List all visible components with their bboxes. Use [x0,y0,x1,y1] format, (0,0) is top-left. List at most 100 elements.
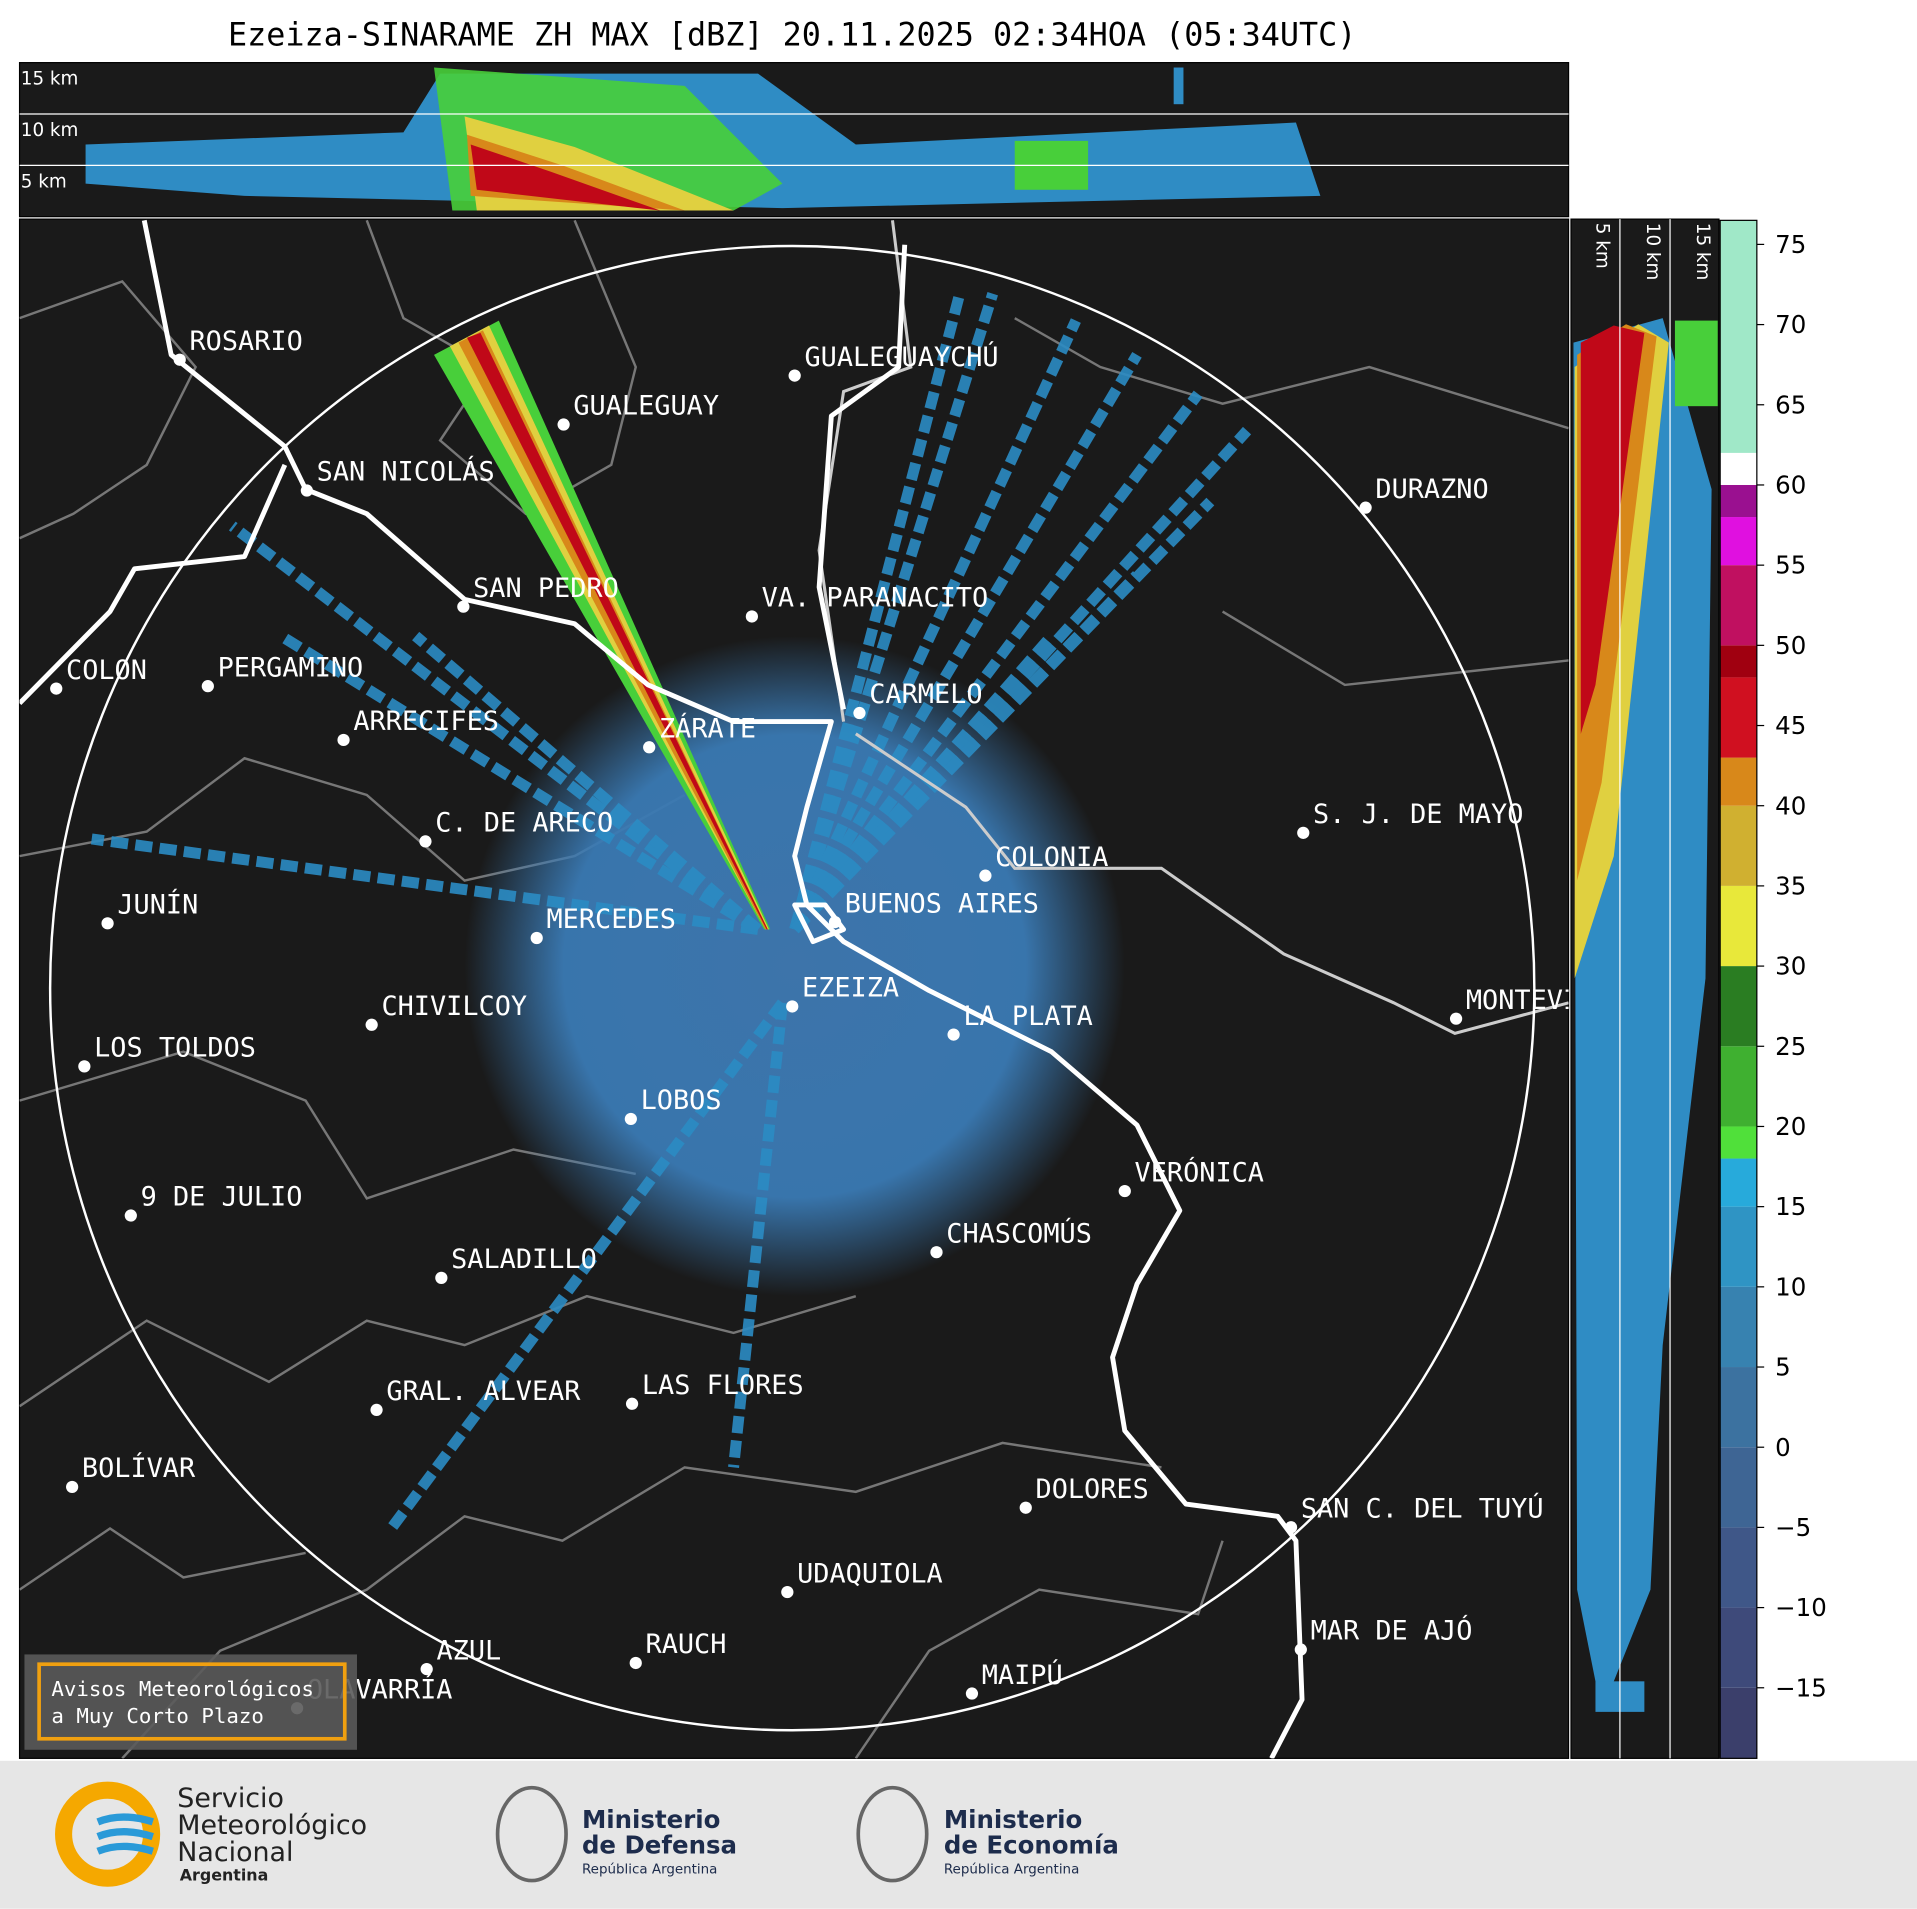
city-label: MERCEDES [546,904,675,935]
city-label: PERGAMINO [218,652,364,683]
colorbar-tick-label: 70 [1775,310,1806,339]
footer-bg [0,1760,1917,1909]
height-label: 10 km [21,120,79,141]
city-label: C. DE ARECO [435,808,613,839]
colorbar-tick-label: 50 [1775,631,1806,660]
colorbar-segment [1720,1286,1757,1368]
city-dot [50,682,63,695]
logo-text: República Argentina [944,1861,1079,1877]
colorbar-frame [1719,219,1758,1759]
range-ring [48,244,1536,1732]
city-dot [965,1687,979,1700]
colorbar-segment [1720,757,1757,806]
warning-text: Avisos Meteorológicos [51,1677,314,1701]
rivers [817,220,1569,1035]
logo-text: República Argentina [582,1861,717,1877]
colorbar-segment [1720,1607,1757,1688]
colorbar-segment [1720,517,1757,566]
logo-text: Servicio [177,1783,284,1814]
colorbar-segment [1720,966,1757,1047]
city-label: VERÓNICA [1135,1156,1264,1188]
city-dot [781,1585,794,1599]
colorbar-segment [1720,645,1757,678]
colorbar-segment [1720,565,1757,646]
radar-echoes [90,292,1252,1532]
colorbar-segment [1720,805,1757,886]
city-dot [124,1209,137,1222]
colorbar-tick-label: 30 [1775,952,1806,981]
city-dot [1118,1184,1131,1198]
city-dot [745,610,758,623]
colorbar-tick-label: 10 [1775,1272,1806,1301]
city-label: LAS FLORES [642,1370,804,1401]
city-dot [643,741,656,754]
height-label: 10 km [1642,223,1663,281]
city-dot [66,1480,79,1494]
height-label: 5 km [21,171,67,192]
colorbar-segment [1720,1046,1757,1127]
logo-text: Ministerio [944,1805,1083,1834]
colorbar-segment [1720,1158,1757,1207]
colorbar-tick-label: 45 [1775,711,1806,740]
logo-text: Argentina [180,1866,269,1885]
city-dot [101,917,114,930]
colorbar-segment [1720,1527,1757,1608]
logo-text: Nacional [177,1837,293,1868]
height-label: 15 km [21,69,79,90]
city-label: MAR DE AJÓ [1311,1615,1473,1647]
city-dot [1019,1501,1032,1514]
city-label: DOLORES [1036,1474,1149,1505]
colorbar-tick-label: 35 [1775,871,1806,900]
city-dot [365,1018,378,1031]
city-label: ARRECIFES [353,706,499,737]
city-dot [930,1246,943,1259]
city-dot [457,600,470,613]
city-label: ZÁRATE [659,712,756,744]
city-dot [625,1397,639,1410]
colorbar-tick-label: 5 [1775,1353,1791,1382]
city-dot [1297,826,1310,839]
colorbar-tick-label: −5 [1775,1513,1811,1542]
city-dot [435,1271,448,1284]
colorbar-tick-label: 15 [1775,1192,1806,1221]
city-label: CHIVILCOY [381,991,527,1022]
logo-smn: Servicio Meteorológico Nacional Argentin… [55,1781,367,1887]
city-label: SAN PEDRO [473,573,619,604]
city-dot [1294,1643,1307,1656]
city-dot [337,733,350,747]
logo-economia: Ministerio de Economía República Argenti… [856,1785,1119,1883]
city-label: 9 DE JULIO [141,1182,303,1213]
city-label: VA. PARANACITO [762,583,989,614]
city-dot [947,1028,960,1041]
city-dot [419,835,432,848]
warning-box[interactable] [24,1654,357,1750]
city-label: COLONIA [995,842,1108,873]
colorbar-tick-label: 40 [1775,791,1806,820]
city-label: ROSARIO [189,326,302,357]
colorbar-tick-label: 0 [1775,1433,1791,1462]
colorbar-tick-label: 25 [1775,1032,1806,1061]
city-dot [1359,501,1372,514]
city-label: GUALEGUAY [573,391,719,422]
colorbar-segment [1720,484,1757,518]
city-label: LOBOS [641,1085,722,1116]
city-dot [629,1656,642,1670]
city-label: BUENOS AIRES [845,888,1039,919]
colorbar-tick-label: 55 [1775,551,1806,580]
city-label: DURAZNO [1375,474,1488,505]
city-label: MAIPÚ [982,1659,1063,1691]
city-label: RAUCH [646,1629,727,1660]
right-echoes [1573,318,1718,1712]
city-dot [979,869,992,882]
height-label: 15 km [1692,223,1713,281]
city-label: JUNÍN [117,889,198,921]
city-dot [786,1000,799,1013]
colorbar-tick-label: −15 [1775,1673,1827,1702]
city-label: CARMELO [869,679,982,710]
city-dot [788,369,801,382]
logo-defensa: Ministerio de Defensa República Argentin… [495,1785,737,1883]
logo-text: de Defensa [582,1831,737,1860]
colorbar-tick-label: 65 [1775,390,1806,419]
